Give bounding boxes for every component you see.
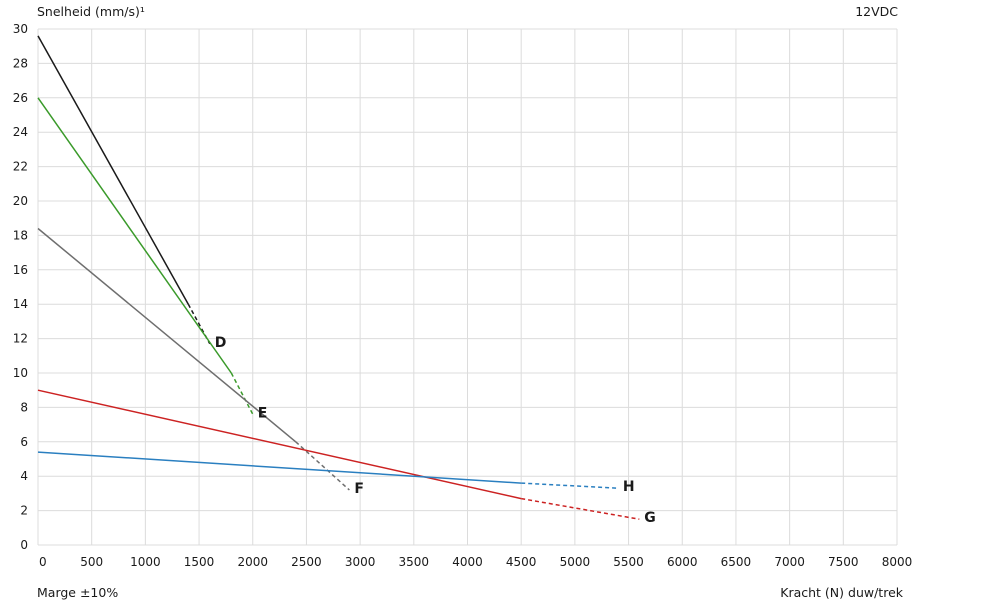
- y-tick-label: 20: [13, 194, 28, 208]
- x-tick-label: 4500: [506, 555, 537, 569]
- y-tick-label: 26: [13, 91, 28, 105]
- tick-labels: 0 500 1000 1500 2000 2500 3000 3500 4000 4500 5000…: [13, 22, 913, 569]
- y-tick-label: 16: [13, 263, 28, 277]
- series-line-e-dashed: [230, 372, 254, 415]
- x-tick-label: 2000: [237, 555, 268, 569]
- series-label-e: E: [258, 405, 268, 421]
- y-tick-label: 18: [13, 228, 28, 242]
- series-labels: D E F GH: [215, 335, 656, 526]
- x-tick-label: 3000: [345, 555, 376, 569]
- grid: [37, 28, 898, 546]
- x-tick-label: 8000: [882, 555, 913, 569]
- y-tick-label: 14: [13, 297, 28, 311]
- y-tick-label: 4: [20, 469, 28, 483]
- series-line-h-dashed: [521, 482, 618, 489]
- x-tick-label: 7000: [774, 555, 805, 569]
- x-tick-label: 5500: [613, 555, 644, 569]
- x-tick-label: 500: [80, 555, 103, 569]
- x-tick-label: 1500: [184, 555, 215, 569]
- x-tick-label: 7500: [828, 555, 859, 569]
- voltage-label: 12VDC: [855, 4, 898, 19]
- y-tick-label: 10: [13, 366, 28, 380]
- y-tick-label: 0: [20, 538, 28, 552]
- y-tick-label: 22: [13, 160, 28, 174]
- series-label-g: G: [644, 510, 656, 526]
- margin-note: Marge ±10%: [37, 585, 118, 600]
- series-line-d: [37, 35, 189, 305]
- x-axis-title: Kracht (N) duw/trek: [780, 585, 903, 600]
- x-tick-label: 0: [39, 555, 47, 569]
- x-tick-label: 1000: [130, 555, 161, 569]
- series-line-f-dashed: [295, 441, 350, 491]
- series-label-h: H: [623, 479, 635, 495]
- series-label-d: D: [215, 335, 227, 351]
- y-axis-title: Snelheid (mm/s)¹: [37, 4, 145, 19]
- x-tick-label: 2500: [291, 555, 322, 569]
- y-tick-label: 12: [13, 332, 28, 346]
- y-tick-label: 2: [20, 504, 28, 518]
- series-line-g: [37, 389, 522, 500]
- series-line-e: [37, 97, 232, 374]
- y-tick-label: 28: [13, 56, 28, 70]
- series-label-f: F: [354, 481, 364, 497]
- series-line-g-dashed: [521, 497, 640, 520]
- x-tick-label: 3500: [399, 555, 430, 569]
- x-tick-label: 6500: [721, 555, 752, 569]
- y-tick-label: 30: [13, 22, 28, 36]
- x-tick-label: 5000: [560, 555, 591, 569]
- y-tick-label: 6: [20, 435, 28, 449]
- x-tick-label: 4000: [452, 555, 483, 569]
- series-line-h: [37, 451, 522, 484]
- y-tick-label: 24: [13, 125, 28, 139]
- y-tick-label: 8: [20, 400, 28, 414]
- x-tick-label: 6000: [667, 555, 698, 569]
- series-line-f: [37, 227, 297, 443]
- series-lines: [37, 35, 640, 520]
